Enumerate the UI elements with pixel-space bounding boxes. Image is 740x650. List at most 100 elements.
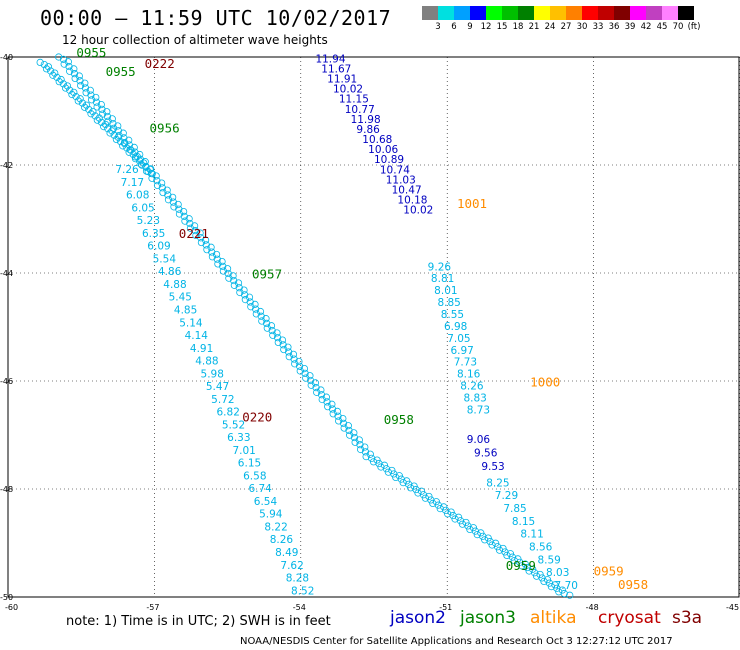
- track-point: [484, 534, 492, 542]
- track-point: [135, 157, 144, 165]
- track-point: [82, 89, 90, 97]
- swh-value-label: 8.28: [286, 573, 309, 585]
- track-point: [547, 582, 555, 591]
- swh-value-label: 8.52: [291, 585, 314, 597]
- track-point: [403, 477, 411, 485]
- track-point: [361, 448, 370, 456]
- track-point: [53, 73, 61, 81]
- track-point: [306, 372, 314, 380]
- track-point: [471, 527, 479, 535]
- track-point: [501, 548, 509, 556]
- swh-value-label: 6.98: [444, 321, 467, 333]
- track-point: [78, 99, 86, 107]
- swh-value-label: 7.17: [121, 177, 144, 189]
- legend-label: 21: [528, 22, 540, 32]
- swh-value-label: 11.15: [339, 94, 369, 106]
- track-point: [240, 286, 248, 294]
- track-point: [70, 88, 78, 96]
- track-point: [61, 84, 70, 92]
- track-point: [246, 298, 254, 306]
- track-point: [531, 569, 539, 577]
- legend-label: 30: [576, 22, 588, 32]
- track-point: [323, 398, 331, 406]
- track-point: [123, 144, 131, 152]
- track-point: [51, 69, 59, 77]
- track-point: [241, 296, 249, 304]
- track-point: [442, 506, 450, 514]
- swh-value-label: 6.58: [243, 470, 266, 482]
- legend-swatch: [438, 6, 454, 20]
- track-point: [234, 279, 243, 287]
- swh-value-label: 7.73: [454, 357, 477, 369]
- swh-value-label: 6.33: [227, 432, 250, 444]
- track-point: [164, 191, 172, 199]
- track-point: [241, 291, 249, 299]
- track-point: [224, 269, 232, 278]
- track-point: [451, 515, 459, 523]
- swh-value-label: 5.72: [211, 394, 234, 406]
- track-point: [87, 110, 95, 118]
- track-point: [65, 62, 73, 71]
- track-point: [317, 386, 325, 394]
- track-point: [219, 267, 227, 275]
- track-point: [98, 105, 106, 113]
- track-point: [153, 181, 162, 190]
- track-point: [180, 208, 188, 216]
- swh-value-label: 7.29: [495, 490, 518, 502]
- track-point: [279, 341, 287, 349]
- track-point: [68, 90, 76, 99]
- time-label: 0959: [594, 563, 624, 578]
- track-point: [366, 450, 374, 458]
- track-point: [322, 393, 330, 401]
- swh-value-label: 10.18: [397, 195, 427, 207]
- swh-value-label: 8.26: [270, 534, 294, 546]
- swh-value-label: 7.70: [555, 580, 578, 592]
- legend-swatch: [646, 6, 662, 20]
- legend-label: (ft): [687, 22, 701, 32]
- track-point: [133, 152, 141, 161]
- track-point: [377, 463, 385, 471]
- legend-swatch: [518, 6, 534, 20]
- swh-value-label: 8.59: [537, 554, 560, 566]
- track-point: [175, 210, 184, 218]
- track-point: [361, 443, 369, 451]
- swh-value-label: 8.03: [546, 567, 569, 579]
- legend-label: 12: [480, 22, 492, 32]
- track-point: [142, 163, 150, 171]
- track-point: [335, 417, 343, 425]
- track-point: [514, 555, 522, 563]
- track-point: [313, 388, 321, 396]
- track-point: [317, 391, 326, 399]
- track-point: [119, 142, 127, 150]
- track-point: [104, 125, 112, 133]
- swh-value-label: 7.26: [115, 164, 139, 176]
- swh-value-label: 8.73: [467, 404, 490, 416]
- track-point: [95, 114, 103, 122]
- swh-value-label: 5.94: [259, 509, 283, 521]
- track-point: [66, 86, 74, 94]
- x-tick-label: -51: [439, 603, 452, 612]
- track-point: [346, 431, 354, 439]
- swh-value-label: 8.81: [431, 273, 454, 285]
- track-point: [529, 565, 537, 573]
- track-point: [81, 84, 90, 92]
- track-point: [163, 186, 171, 194]
- x-tick-label: -57: [146, 603, 159, 612]
- track-point: [66, 67, 74, 75]
- track-point: [456, 517, 465, 525]
- track-point: [106, 129, 114, 137]
- swh-value-label: 11.67: [321, 63, 351, 75]
- track-point: [503, 551, 511, 560]
- swh-value-label: 7.62: [280, 560, 303, 572]
- track-point: [488, 541, 496, 549]
- swh-value-label: 9.86: [356, 124, 380, 136]
- x-tick-label: -60: [5, 603, 18, 612]
- track-point: [382, 465, 391, 473]
- track-point: [47, 67, 55, 75]
- legend-label: 15: [496, 22, 508, 32]
- track-point: [405, 480, 413, 488]
- track-point: [263, 319, 271, 327]
- track-point: [81, 103, 89, 111]
- legend-swatch: [678, 6, 694, 20]
